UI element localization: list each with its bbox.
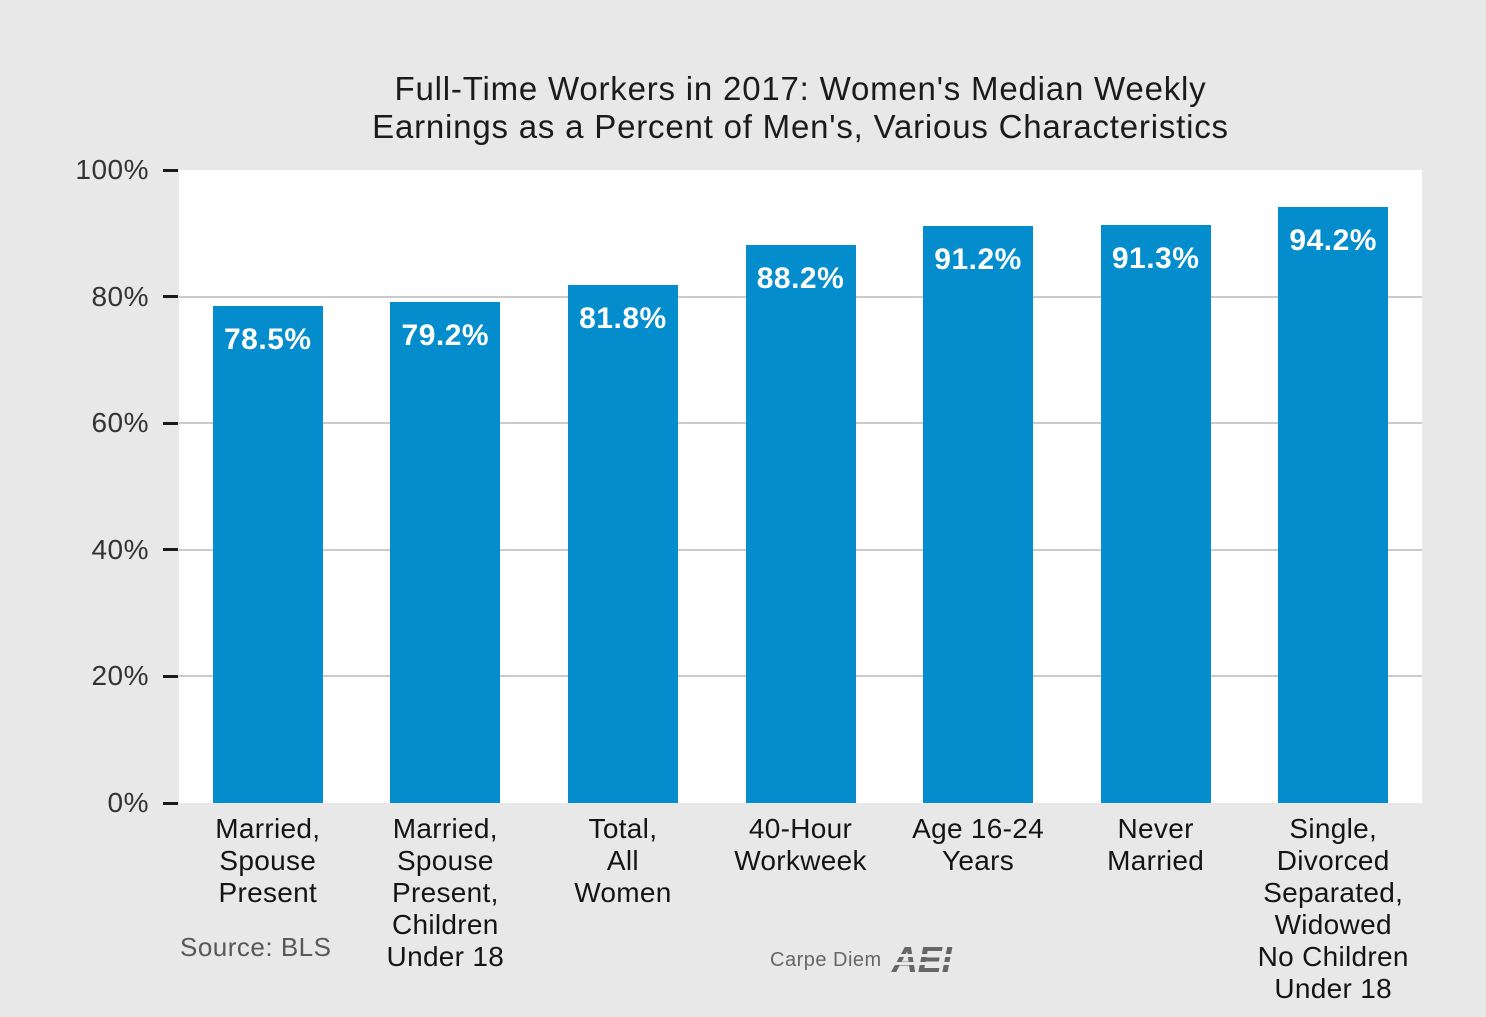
y-axis-tick-mark xyxy=(163,421,178,425)
bar: 78.5% xyxy=(212,306,323,803)
bar-value-label: 81.8% xyxy=(579,302,667,336)
y-axis-tick-mark xyxy=(163,801,178,805)
x-axis-category-label: Never Married xyxy=(1107,813,1205,876)
bar-value-label: 91.2% xyxy=(934,242,1022,276)
bar-value-label: 79.2% xyxy=(401,318,490,352)
source-note: Source: BLS xyxy=(180,932,332,962)
x-axis-category-label: Single, Divorced Separated, Widowed No C… xyxy=(1257,813,1409,1004)
aei-logo-stripe xyxy=(888,962,955,965)
bar: 79.2% xyxy=(390,301,501,803)
y-axis-tick-label: 60% xyxy=(91,407,149,439)
y-axis-tick-label: 80% xyxy=(91,280,149,312)
bar-value-label: 91.3% xyxy=(1111,242,1200,276)
y-axis-tick-label: 0% xyxy=(107,787,149,818)
y-axis-tick-mark xyxy=(163,674,178,678)
y-axis-tick-mark xyxy=(163,295,178,299)
y-axis-tick-mark xyxy=(163,168,178,172)
carpe-diem-text: Carpe Diem xyxy=(770,948,882,971)
aei-logo-text: AEI xyxy=(891,939,952,980)
bar-value-label: 94.2% xyxy=(1289,223,1377,257)
y-axis-tick-mark xyxy=(163,548,178,552)
plot-area: 78.5% 79.2% 81.8% 88.2% 91.2% 91.3% 94.2% xyxy=(179,170,1422,803)
bar: 88.2% xyxy=(745,244,856,803)
chart-title-line1: Full-Time Workers in 2017: Women's Media… xyxy=(394,70,1207,107)
aei-logo: AEI xyxy=(888,939,955,980)
y-axis: 0% 20% 40% 60% 80% 100% xyxy=(0,156,179,817)
x-axis-category-label: Married, Spouse Present xyxy=(215,813,321,908)
chart-title: Full-Time Workers in 2017: Women's Media… xyxy=(179,70,1422,146)
x-axis: Married, Spouse Present Married, Spouse P… xyxy=(179,813,1422,1013)
y-axis-tick-label: 100% xyxy=(75,154,149,185)
bar: 91.3% xyxy=(1100,225,1211,803)
x-axis-category-label: Age 16-24 Years xyxy=(912,813,1045,876)
bar-value-label: 88.2% xyxy=(756,261,845,295)
y-axis-tick-label: 20% xyxy=(91,660,149,692)
aei-logo-stripe xyxy=(888,954,955,957)
bar-value-label: 78.5% xyxy=(223,323,312,357)
x-axis-category-label: Total, All Women xyxy=(574,813,672,908)
chart-title-line2: Earnings as a Percent of Men's, Various … xyxy=(372,108,1229,145)
x-axis-category-label: 40-Hour Workweek xyxy=(734,813,867,876)
y-axis-tick-label: 40% xyxy=(91,533,149,565)
bar: 91.2% xyxy=(923,225,1034,803)
bar: 81.8% xyxy=(567,285,678,803)
x-axis-category-label: Married, Spouse Present, Children Under … xyxy=(386,813,505,972)
brand-footer: Carpe Diem AEI xyxy=(770,939,955,980)
bar: 94.2% xyxy=(1278,206,1389,803)
